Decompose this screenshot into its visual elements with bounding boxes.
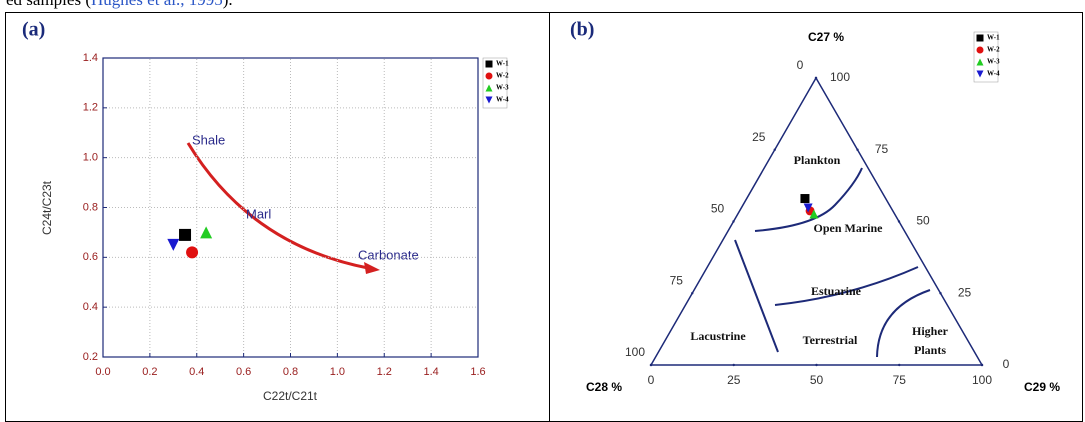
region-label: Terrestrial <box>803 333 858 347</box>
arrow-head <box>364 262 380 274</box>
panel-label: (b) <box>570 19 594 41</box>
region-label: Plankton <box>794 153 841 167</box>
tick-mark <box>898 363 901 367</box>
legend-label: W-2 <box>496 72 509 80</box>
y-tick-label: 0.2 <box>83 351 98 363</box>
legend-marker <box>485 84 493 92</box>
tick-mark <box>856 148 859 151</box>
tick-label: 50 <box>810 373 824 387</box>
x-tick-label: 0.2 <box>142 366 157 378</box>
tick-label: 0 <box>1003 357 1010 371</box>
y-axis-label: C24t/C23t <box>40 180 54 235</box>
panel-label: (a) <box>22 19 45 41</box>
tick-mark <box>649 363 653 367</box>
legend-marker <box>485 72 493 80</box>
tick-label: 100 <box>830 70 850 84</box>
legend-label: W-1 <box>496 60 509 68</box>
y-tick-label: 0.8 <box>83 201 98 213</box>
x-tick-label: 0.8 <box>283 366 298 378</box>
tick-label: 25 <box>958 285 972 299</box>
annotation: Shale <box>192 132 225 147</box>
tick-label: 50 <box>711 202 725 216</box>
caption: ed samples (Hughes et al., 1995). <box>6 0 233 10</box>
axis-title: C29 % <box>1024 380 1060 394</box>
marker <box>179 228 192 241</box>
marker <box>167 238 180 251</box>
tick-mark <box>732 363 735 367</box>
x-tick-label: 1.4 <box>423 366 438 378</box>
legend-marker <box>976 46 984 54</box>
tick-label: 25 <box>752 130 766 144</box>
legend-marker <box>485 96 493 104</box>
axis-title: C28 % <box>586 380 622 394</box>
trend-arrow <box>186 142 369 270</box>
tick-mark <box>815 363 818 367</box>
tick-mark <box>732 220 735 223</box>
axis-title: C27 % <box>808 30 844 44</box>
legend-marker <box>485 60 493 68</box>
marker <box>186 246 199 259</box>
boundary <box>774 266 919 306</box>
tick-label: 25 <box>727 373 741 387</box>
tick-mark <box>939 292 942 295</box>
marker <box>200 226 213 239</box>
tick-label: 75 <box>670 273 684 287</box>
y-tick-label: 1.0 <box>83 152 98 164</box>
tick-mark <box>897 220 901 223</box>
plot-frame <box>102 57 479 358</box>
tick-label: 0 <box>797 58 804 72</box>
tick-mark <box>814 76 818 80</box>
tick-label: 75 <box>875 142 889 156</box>
tick-label: 100 <box>625 345 645 359</box>
boundary <box>754 167 863 232</box>
y-tick-label: 1.4 <box>83 52 98 64</box>
x-tick-label: 0.0 <box>95 366 110 378</box>
tick-label: 50 <box>916 214 930 228</box>
boundary <box>734 239 779 353</box>
boundaries <box>734 167 931 358</box>
region-label: Estuarine <box>811 284 862 298</box>
region-label: Open Marine <box>814 221 884 235</box>
y-tick-label: 0.6 <box>83 251 98 263</box>
marker <box>803 203 813 213</box>
tick-mark <box>980 363 984 367</box>
boundary <box>876 289 931 358</box>
annotation: Carbonate <box>358 247 419 262</box>
x-tick-label: 1.2 <box>377 366 392 378</box>
legend-label: W-3 <box>496 84 509 92</box>
caption-link[interactable]: Hughes et al., 1995 <box>91 0 223 9</box>
legend-label: W-4 <box>987 70 1000 78</box>
legend-marker <box>976 34 984 42</box>
legend-label: W-1 <box>987 34 1000 42</box>
region-label: Lacustrine <box>690 329 746 343</box>
legend-label: W-2 <box>987 46 1000 54</box>
annotation: Marl <box>246 206 271 221</box>
legend-marker <box>976 58 984 66</box>
legend-label: W-4 <box>496 96 509 104</box>
caption-text: ed samples ( <box>6 0 91 9</box>
legend-marker <box>976 70 984 78</box>
x-axis-label: C22t/C21t <box>263 389 318 403</box>
x-tick-label: 0.4 <box>189 366 204 378</box>
tick-mark <box>773 148 776 151</box>
region-label: Higher Plants <box>912 324 948 357</box>
tick-label: 0 <box>648 373 655 387</box>
tick-label: 75 <box>893 373 907 387</box>
y-tick-label: 1.2 <box>83 102 98 114</box>
marker <box>800 194 810 204</box>
legend-label: W-3 <box>987 58 1000 66</box>
tick-mark <box>691 292 694 295</box>
x-tick-label: 1.6 <box>470 366 485 378</box>
y-tick-label: 0.4 <box>83 301 98 313</box>
caption-text: ). <box>223 0 233 9</box>
x-tick-label: 0.6 <box>236 366 251 378</box>
tick-label: 100 <box>972 373 992 387</box>
x-tick-label: 1.0 <box>330 366 345 378</box>
marker <box>809 209 819 219</box>
